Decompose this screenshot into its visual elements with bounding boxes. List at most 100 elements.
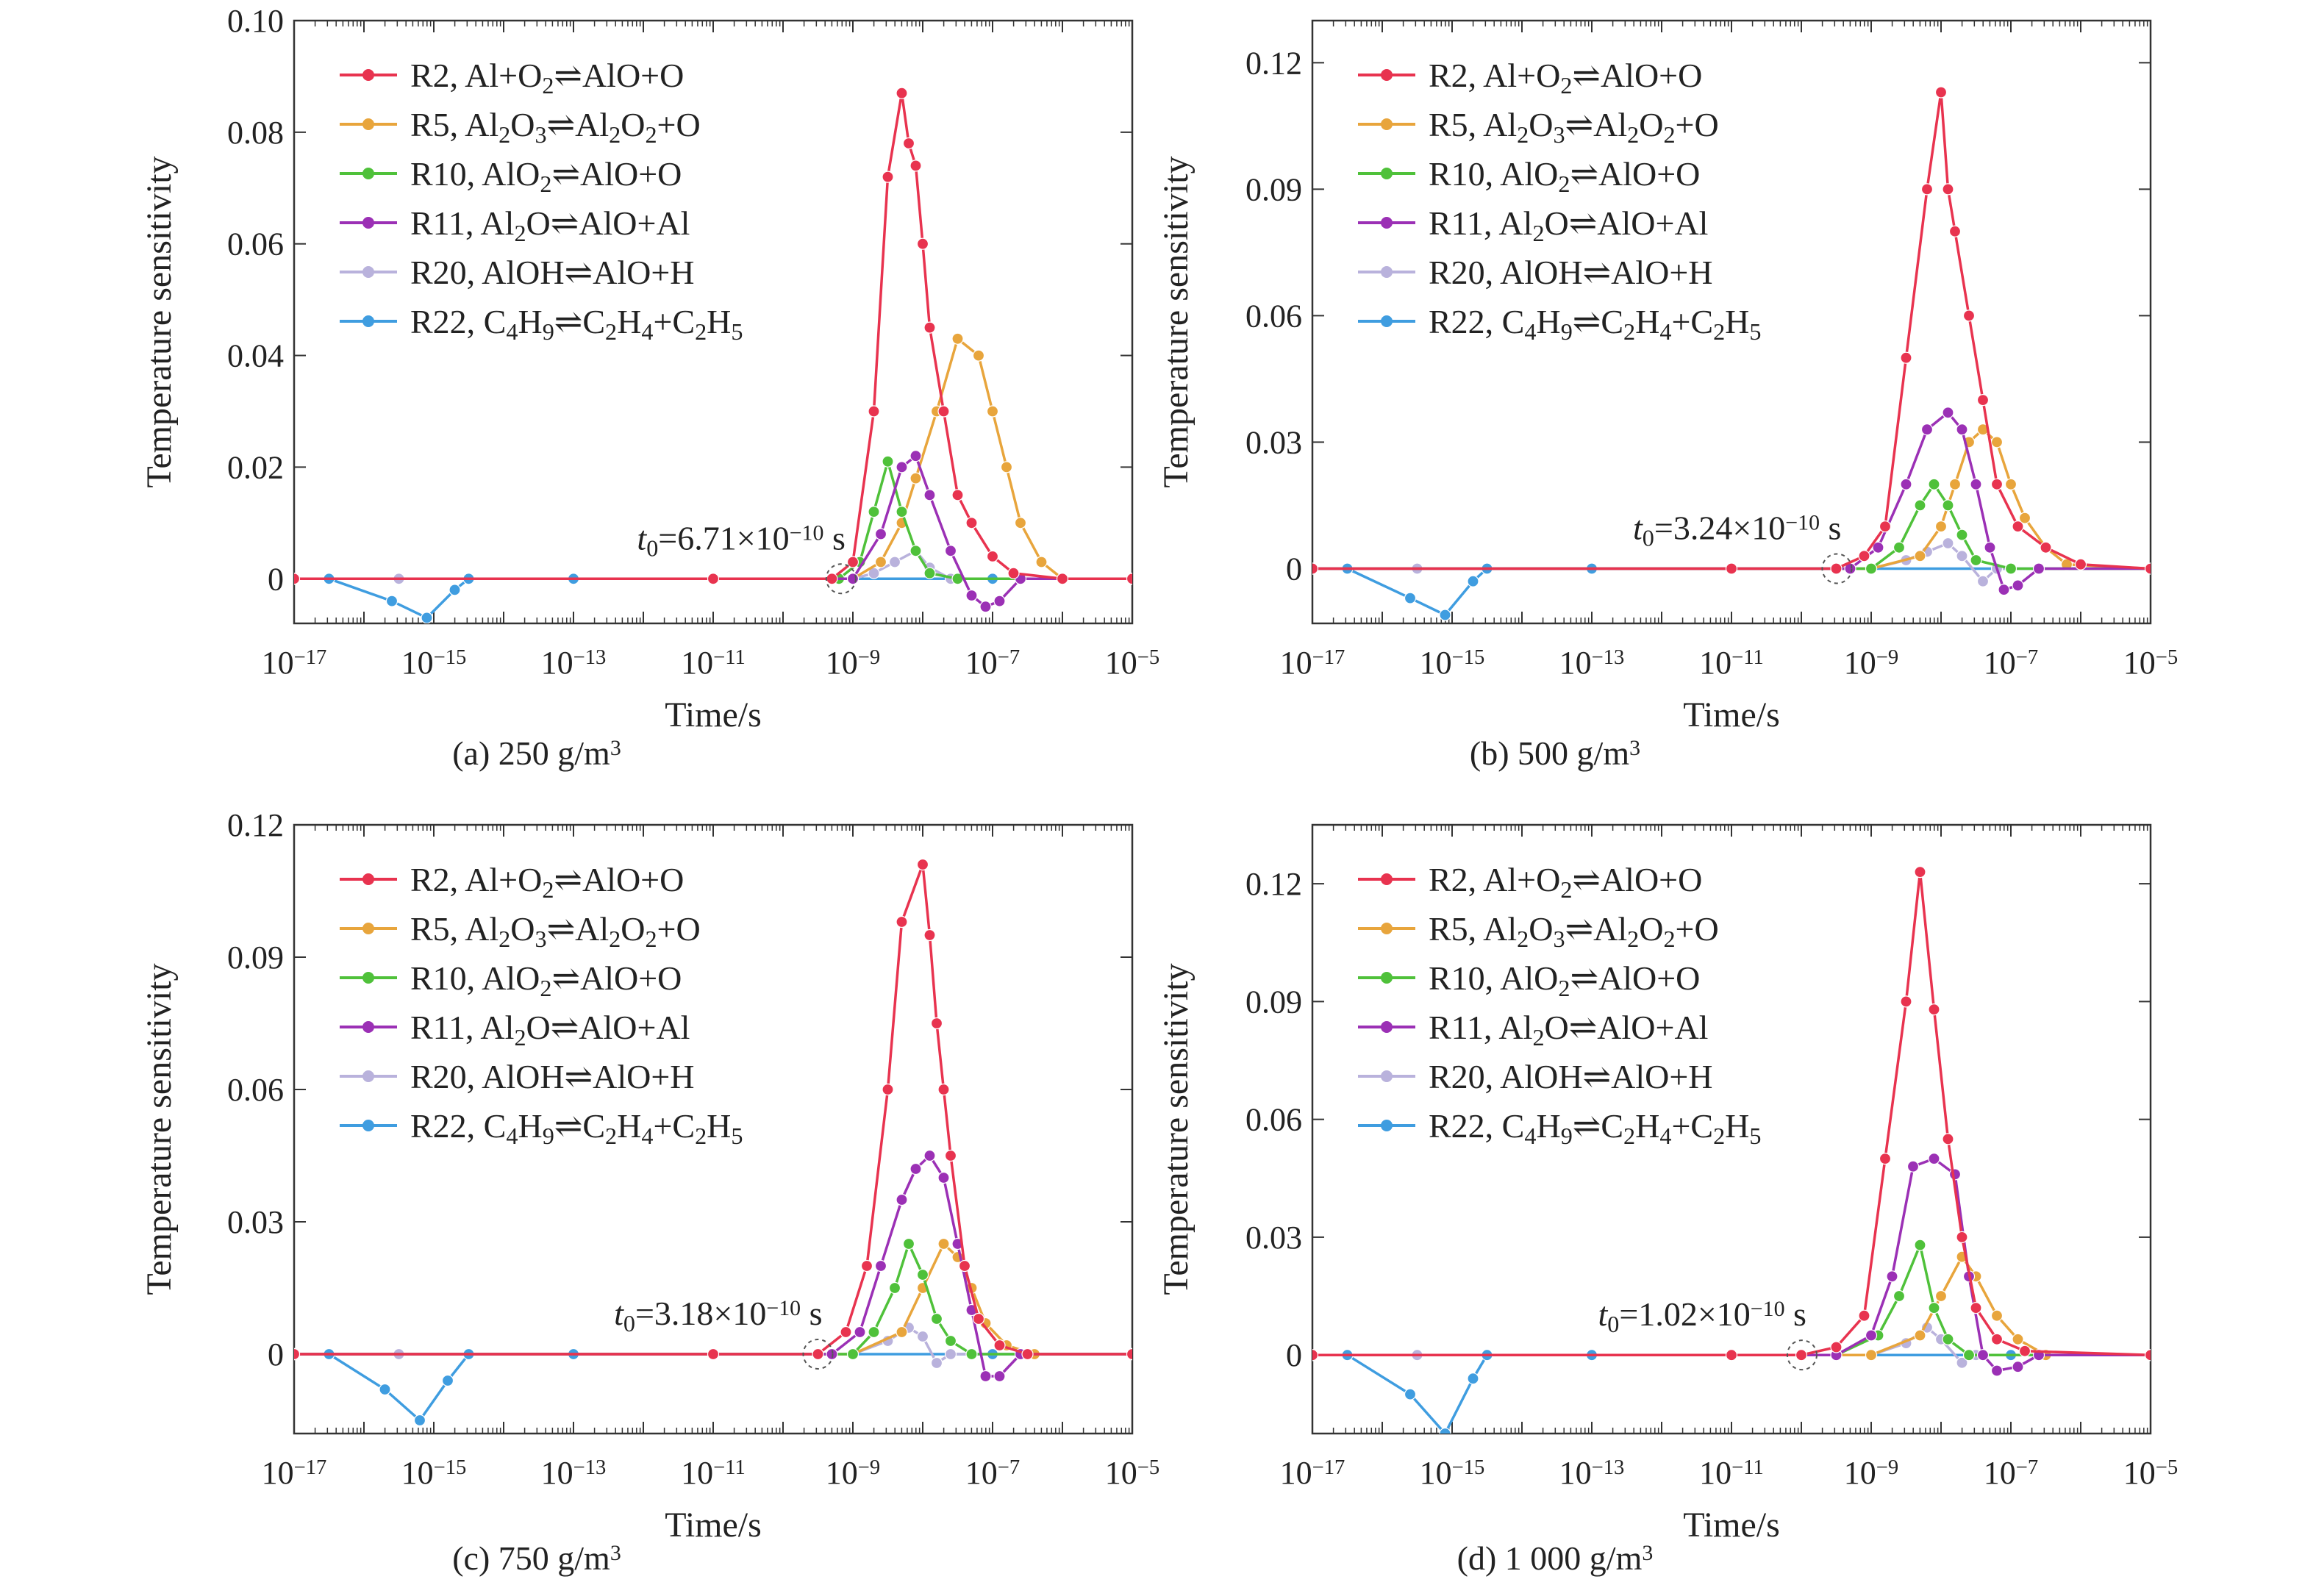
data-point-r5	[1934, 1289, 1948, 1303]
data-point-r2	[812, 1348, 824, 1361]
legend-swatch-marker	[362, 1120, 374, 1131]
x-tick-label: 10−11	[681, 645, 746, 681]
data-point-r5	[972, 349, 985, 362]
data-point-r2	[1312, 1349, 1319, 1361]
data-point-r2	[707, 573, 720, 585]
data-point-r2	[909, 160, 922, 172]
y-axis-label: Temperature sensitivity	[1157, 156, 1195, 487]
legend-swatch-marker	[1381, 168, 1393, 179]
data-point-r2	[1858, 550, 1870, 562]
legend-label-r5: R5, Al2O3⇌Al2O2+O	[1429, 106, 1719, 148]
data-point-r11	[874, 528, 887, 540]
data-point-r11	[1984, 541, 1996, 554]
data-point-r2	[1007, 567, 1020, 579]
y-tick-label: 0.03	[227, 1204, 284, 1240]
x-tick-label: 10−11	[1699, 645, 1764, 681]
data-point-r2	[2018, 1345, 2031, 1357]
data-point-r2	[951, 489, 964, 501]
legend-swatch-marker	[1381, 1120, 1393, 1131]
data-point-r22	[385, 595, 398, 607]
legend-swatch-marker	[362, 315, 374, 327]
x-tick-label: 10−13	[1559, 645, 1625, 681]
series-line-r22	[1312, 567, 2151, 617]
data-point-r2	[2040, 541, 2052, 554]
chart-panel-d: 10−17 10−15 10−13 10−11 10−9 10−7 10−5 0 0.03 0.0…	[1157, 823, 2178, 1577]
x-axis-label: Time/s	[665, 1506, 762, 1545]
data-point-r2	[1725, 1349, 1738, 1361]
data-point-r10	[1942, 499, 1954, 512]
x-tick-label: 10−15	[1420, 645, 1485, 681]
data-point-r10	[1893, 1289, 1906, 1303]
data-point-r5	[1014, 517, 1027, 529]
y-tick-label: 0.06	[1245, 298, 1302, 334]
data-point-r2	[2074, 558, 2087, 570]
data-point-r2	[1970, 1301, 1982, 1314]
data-point-r10	[1865, 562, 1878, 575]
panel-caption: (c) 750 g/m3	[452, 1539, 621, 1577]
chart-panel-c: 10−17 10−15 10−13 10−11 10−9 10−7 10−5 0 0.03 0.0…	[140, 807, 1159, 1577]
legend-label-r11: R11, Al2O⇌AlO+Al	[410, 204, 690, 246]
legend-label-r5: R5, Al2O3⇌Al2O2+O	[410, 106, 701, 148]
x-tick-label: 10−7	[1984, 1455, 2038, 1491]
x-tick-label: 10−7	[1984, 645, 2038, 681]
data-point-r2	[1126, 573, 1132, 585]
data-point-r2	[1830, 1341, 1843, 1353]
y-tick-label: 0	[1286, 551, 1302, 587]
data-point-r11	[1942, 407, 1954, 419]
data-point-r2	[1928, 1003, 1940, 1016]
data-point-r10	[1970, 554, 1982, 567]
data-point-r2	[1879, 520, 1892, 533]
legend-label-r2: R2, Al+O2⇌AlO+O	[1429, 861, 1702, 903]
y-axis-label: Temperature sensitivity	[140, 963, 179, 1295]
data-point-r5	[1914, 1329, 1926, 1342]
legend-label-r22: R22, C4H9⇌C2H4+C2H5	[1429, 303, 1762, 345]
x-tick-label: 10−13	[541, 645, 607, 681]
data-point-r5	[937, 1237, 950, 1250]
legend-swatch-marker	[362, 972, 374, 984]
data-point-r2	[916, 858, 929, 871]
legend-swatch-marker	[362, 873, 374, 885]
series-r2	[294, 87, 1132, 585]
legend-swatch-marker	[1381, 118, 1393, 130]
x-tick-label: 10−5	[1105, 1455, 1159, 1491]
legend-swatch-marker	[1381, 266, 1393, 278]
data-point-r22	[1439, 1427, 1451, 1434]
data-point-r2	[965, 517, 978, 529]
legend-swatch-marker	[1381, 315, 1393, 327]
y-tick-label: 0.06	[1245, 1102, 1302, 1138]
data-point-r22	[1404, 1388, 1417, 1400]
data-point-r2	[930, 1017, 943, 1030]
series-line-r22	[294, 1353, 1132, 1422]
y-tick-label: 0.12	[1245, 866, 1302, 902]
data-point-r10	[965, 1348, 978, 1361]
data-point-r10	[1956, 529, 1968, 541]
data-point-r5	[1914, 550, 1926, 562]
y-tick-label: 0.12	[227, 807, 284, 843]
data-point-r2	[1934, 86, 1948, 99]
data-point-r2	[1914, 865, 1926, 878]
series-line-r10	[1312, 483, 2151, 570]
data-point-r10	[916, 1268, 929, 1281]
data-point-r2	[1879, 1152, 1892, 1165]
x-tick-label: 10−9	[826, 1455, 880, 1491]
onset-time-label: t0=6.71×10−10 s	[637, 519, 845, 561]
data-point-r2	[1948, 225, 1962, 237]
data-point-r11	[965, 589, 978, 602]
data-point-r2	[972, 1312, 985, 1325]
data-point-r11	[993, 1370, 1006, 1383]
x-axis-label: Time/s	[1683, 1506, 1780, 1545]
data-point-r2	[2012, 520, 2024, 533]
legend: R2, Al+O2⇌AlO+O R5, Al2O3⇌Al2O2+O R10, AlO…	[340, 861, 743, 1149]
legend-swatch-marker	[362, 1021, 374, 1033]
legend-label-r2: R2, Al+O2⇌AlO+O	[410, 861, 684, 903]
data-point-r10	[896, 505, 908, 518]
legend-swatch-marker	[1381, 1021, 1393, 1033]
data-point-r10	[1893, 541, 1906, 554]
onset-time-label: t0=3.24×10−10 s	[1633, 509, 1841, 551]
data-point-r5	[1948, 478, 1962, 490]
x-tick-label: 10−5	[2123, 1455, 2178, 1491]
data-point-r11	[937, 1171, 950, 1184]
data-point-r11	[1900, 478, 1912, 490]
data-point-r22	[379, 1383, 391, 1396]
series-r22	[294, 1348, 1132, 1427]
